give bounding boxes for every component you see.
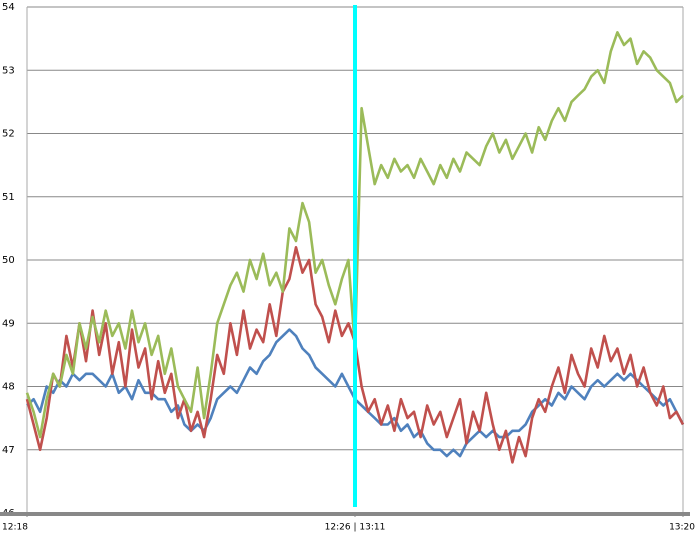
x-tick-label: 12:18 [2,523,28,533]
y-tick-label: 47 [2,445,15,456]
y-tick-label: 48 [2,382,15,393]
y-tick-label: 49 [2,318,15,329]
y-tick-label: 51 [2,192,15,203]
x-tick-label: 12:26 | 13:11 [325,523,386,533]
x-tick-label: 13:20 [669,523,695,533]
y-tick-label: 53 [2,65,15,76]
y-tick-label: 52 [2,129,15,140]
x-axis-bar [0,512,690,516]
y-tick-label: 54 [2,2,15,13]
y-tick-label: 50 [2,255,15,266]
